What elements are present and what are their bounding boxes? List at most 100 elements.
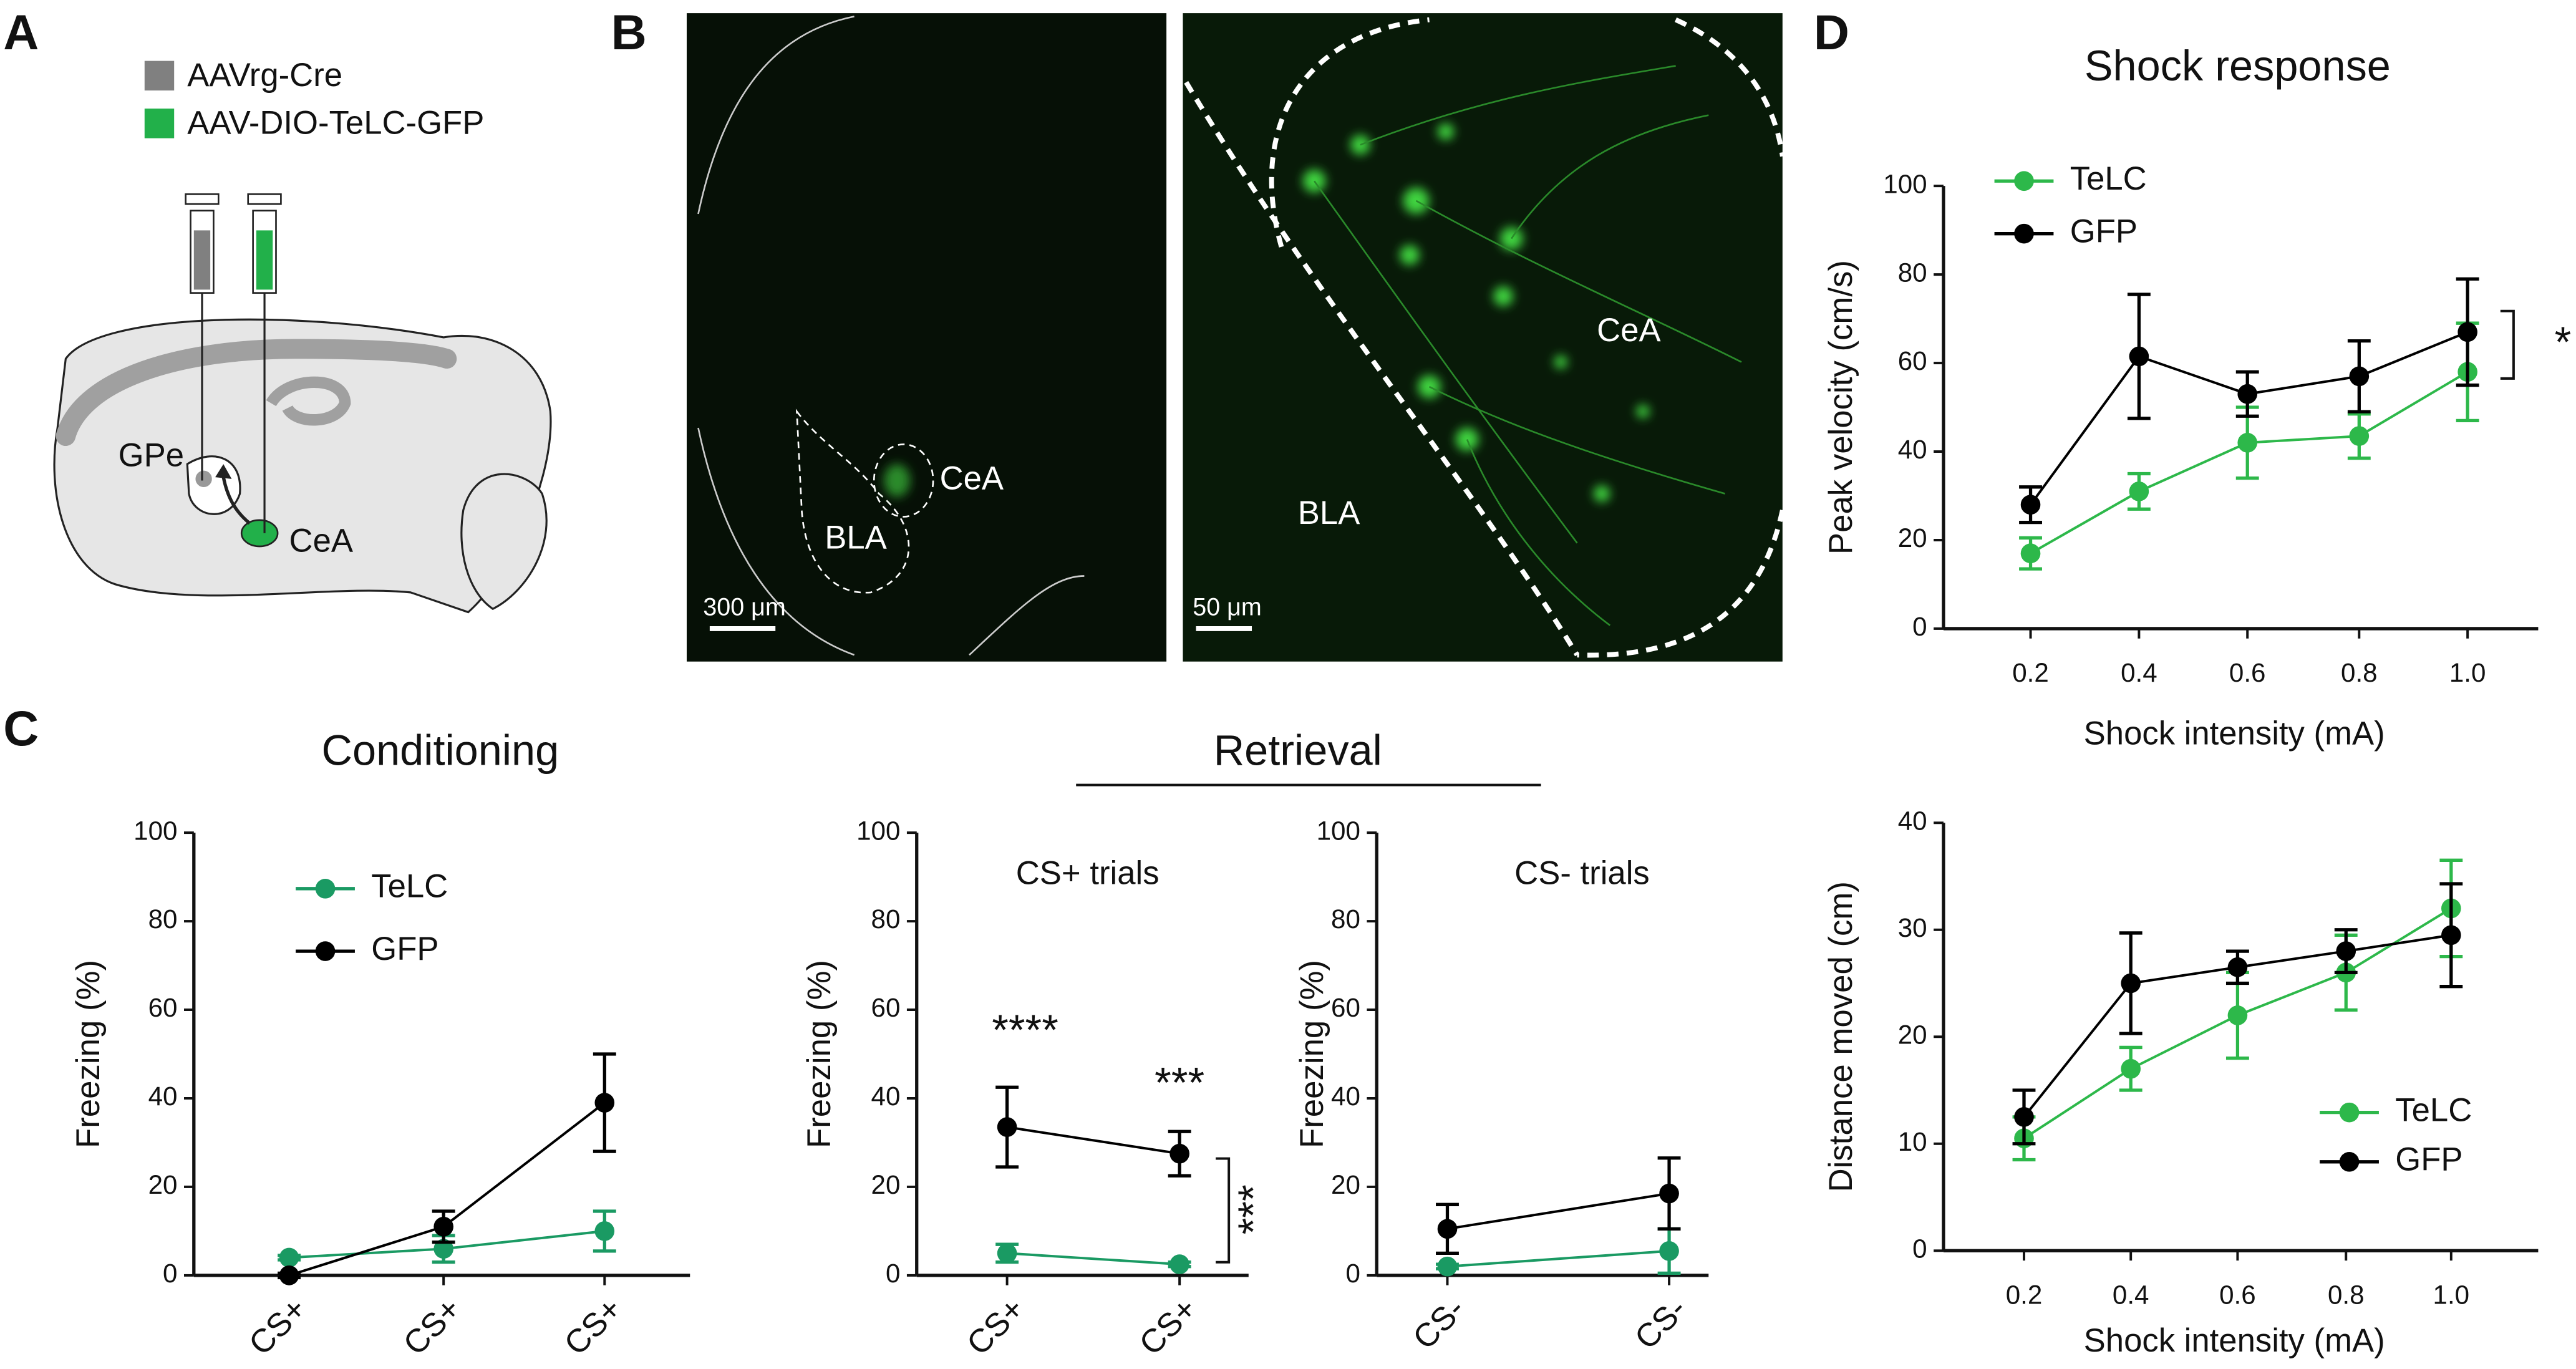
syringe-plunger (185, 193, 220, 205)
data-point (2014, 1107, 2034, 1127)
x-tick-label: 0.4 (2113, 1280, 2149, 1309)
data-point (2227, 1005, 2248, 1025)
x-tick-label: CS- (1406, 1290, 1472, 1357)
y-tick-label: 40 (1898, 435, 1927, 464)
significance-bracket (1216, 1157, 1231, 1264)
significance-bracket (2500, 309, 2515, 380)
y-tick-label: 0 (1912, 1234, 1927, 1263)
region-label: CeA (940, 460, 1004, 496)
data-point (1659, 1241, 1679, 1261)
panel-b-images: 300 μm CeA BLA 50 μm CeA BLA (686, 13, 1785, 662)
x-tick-label: CS+ (396, 1290, 468, 1362)
data-point (2237, 432, 2258, 453)
group-title: Retrieval (1214, 727, 1382, 775)
syringe-fill (256, 230, 273, 290)
x-tick-label: CS+ (557, 1290, 629, 1362)
region-label: CeA (289, 523, 354, 559)
y-axis-label: Freezing (%) (801, 960, 838, 1148)
x-tick-label: 1.0 (2433, 1280, 2470, 1309)
legend-marker (315, 941, 336, 961)
neurites (1314, 65, 1742, 626)
legend-label: TeLC (2070, 160, 2147, 197)
region-label: BLA (825, 519, 887, 556)
y-tick-label: 60 (1331, 993, 1360, 1022)
data-point (1169, 1143, 1189, 1164)
data-point (2349, 426, 2370, 447)
data-point (279, 1265, 299, 1285)
data-point (2129, 346, 2149, 367)
x-axis-label: Shock intensity (mA) (2084, 1322, 2385, 1359)
y-tick-label: 60 (148, 993, 178, 1022)
tissue-edge (697, 427, 1085, 656)
panel-label: C (3, 700, 39, 756)
y-tick-label: 80 (148, 904, 178, 934)
y-axis-label: Freezing (%) (1294, 960, 1330, 1148)
data-point (2020, 543, 2041, 564)
data-point (2237, 384, 2258, 404)
cea-outline (873, 443, 934, 518)
cea-signal (884, 464, 911, 497)
scale-label: 300 μm (703, 594, 786, 621)
panel-label: A (3, 4, 39, 60)
x-tick-label: 1.0 (2449, 658, 2486, 687)
x-tick-label: 0.4 (2121, 658, 2157, 687)
x-tick-label: 0.2 (2006, 1280, 2043, 1309)
cea-boundary (1184, 80, 1579, 657)
panel-label: B (611, 4, 647, 60)
syringe-plunger (247, 193, 282, 205)
data-point (279, 1247, 299, 1268)
cerebellum (460, 473, 548, 611)
legend-label: AAVrg-Cre (187, 57, 342, 94)
y-tick-label: 40 (1898, 806, 1927, 835)
legend-marker (2339, 1102, 2360, 1123)
x-axis-label: Shock intensity (mA) (2084, 715, 2385, 752)
significance: **** (992, 1006, 1058, 1054)
micrograph (686, 13, 1167, 662)
data-point (2336, 941, 2356, 961)
chart-title: Shock response (2085, 42, 2391, 90)
y-tick-label: 40 (148, 1081, 178, 1111)
legend-marker (315, 878, 336, 899)
y-tick-label: 40 (871, 1081, 901, 1111)
y-tick-label: 10 (1898, 1127, 1927, 1156)
y-tick-label: 0 (1345, 1259, 1360, 1288)
legend-swatch (144, 60, 175, 91)
data-point (2020, 495, 2041, 515)
series-line (1007, 1126, 1180, 1155)
data-point (2457, 322, 2477, 342)
x-tick-label: 0.2 (2012, 658, 2049, 687)
legend-label: GFP (2070, 213, 2138, 250)
y-tick-label: 80 (871, 904, 901, 934)
cea-region (240, 519, 279, 548)
legend-swatch (144, 109, 175, 138)
region-label: CeA (1597, 312, 1661, 349)
y-axis-label: Peak velocity (cm/s) (1823, 260, 1859, 554)
region-label: GPe (119, 437, 184, 473)
y-tick-label: 0 (163, 1259, 177, 1288)
data-point (1437, 1256, 1458, 1277)
data-point (997, 1117, 1017, 1137)
data-point (2227, 957, 2248, 977)
legend-label: TeLC (2395, 1092, 2472, 1129)
y-tick-label: 0 (886, 1259, 900, 1288)
y-tick-label: 100 (856, 816, 900, 845)
data-point (1659, 1183, 1679, 1204)
panel-label: D (1814, 4, 1849, 60)
x-tick-label: CS- (1628, 1290, 1694, 1357)
y-tick-label: 20 (1898, 1020, 1927, 1049)
x-tick-label: 0.6 (2219, 1280, 2256, 1309)
legend-label: GFP (2395, 1141, 2462, 1178)
data-point (594, 1093, 615, 1113)
data-point (2441, 925, 2461, 946)
bla-outline (795, 409, 910, 594)
y-tick-label: 100 (1317, 816, 1360, 845)
significance: *** (1155, 1059, 1204, 1107)
series-line (1007, 1252, 1180, 1266)
data-point (2349, 366, 2370, 387)
y-tick-label: 80 (1898, 258, 1927, 287)
y-tick-label: 40 (1331, 1081, 1360, 1111)
y-tick-label: 80 (1331, 904, 1360, 934)
panel-a-illustration: AAVrg-Cre AAV-DIO-TeLC-GFP GPe CeA (53, 57, 552, 614)
legend-marker (2014, 171, 2034, 191)
